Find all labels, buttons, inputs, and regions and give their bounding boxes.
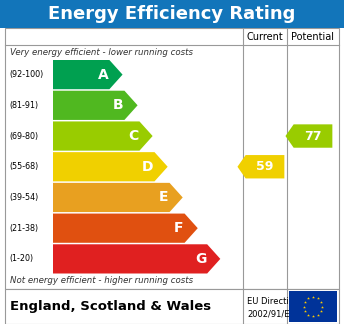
Text: (39-54): (39-54) bbox=[9, 193, 38, 202]
Bar bbox=[5, 289, 339, 324]
Polygon shape bbox=[237, 155, 284, 179]
Text: D: D bbox=[142, 160, 153, 174]
Text: Potential: Potential bbox=[291, 31, 334, 41]
Text: E: E bbox=[159, 191, 169, 204]
Polygon shape bbox=[53, 60, 122, 89]
Text: Current: Current bbox=[247, 31, 283, 41]
Bar bbox=[5, 28, 339, 289]
Polygon shape bbox=[53, 122, 153, 151]
Bar bbox=[289, 291, 337, 322]
Text: B: B bbox=[113, 98, 123, 112]
Polygon shape bbox=[53, 214, 198, 243]
Text: A: A bbox=[98, 68, 108, 82]
Text: 2002/91/EC: 2002/91/EC bbox=[247, 310, 295, 319]
Polygon shape bbox=[53, 152, 168, 181]
Text: EU Directive: EU Directive bbox=[247, 297, 299, 306]
Text: C: C bbox=[128, 129, 139, 143]
Text: 59: 59 bbox=[256, 160, 274, 173]
Text: Energy Efficiency Rating: Energy Efficiency Rating bbox=[48, 5, 296, 23]
Text: G: G bbox=[195, 252, 206, 266]
Text: 77: 77 bbox=[304, 130, 322, 143]
Text: (69-80): (69-80) bbox=[9, 132, 38, 141]
Polygon shape bbox=[53, 183, 183, 212]
Text: (92-100): (92-100) bbox=[9, 70, 43, 79]
Polygon shape bbox=[286, 124, 332, 148]
Text: Very energy efficient - lower running costs: Very energy efficient - lower running co… bbox=[10, 48, 193, 57]
Polygon shape bbox=[53, 91, 138, 120]
Text: England, Scotland & Wales: England, Scotland & Wales bbox=[10, 300, 211, 313]
Text: Not energy efficient - higher running costs: Not energy efficient - higher running co… bbox=[10, 276, 193, 285]
Polygon shape bbox=[53, 244, 220, 273]
Text: (21-38): (21-38) bbox=[9, 224, 38, 233]
Text: (55-68): (55-68) bbox=[9, 162, 38, 171]
Text: (1-20): (1-20) bbox=[9, 254, 33, 263]
Text: F: F bbox=[174, 221, 184, 235]
Text: (81-91): (81-91) bbox=[9, 101, 38, 110]
Bar bbox=[0, 0, 344, 28]
